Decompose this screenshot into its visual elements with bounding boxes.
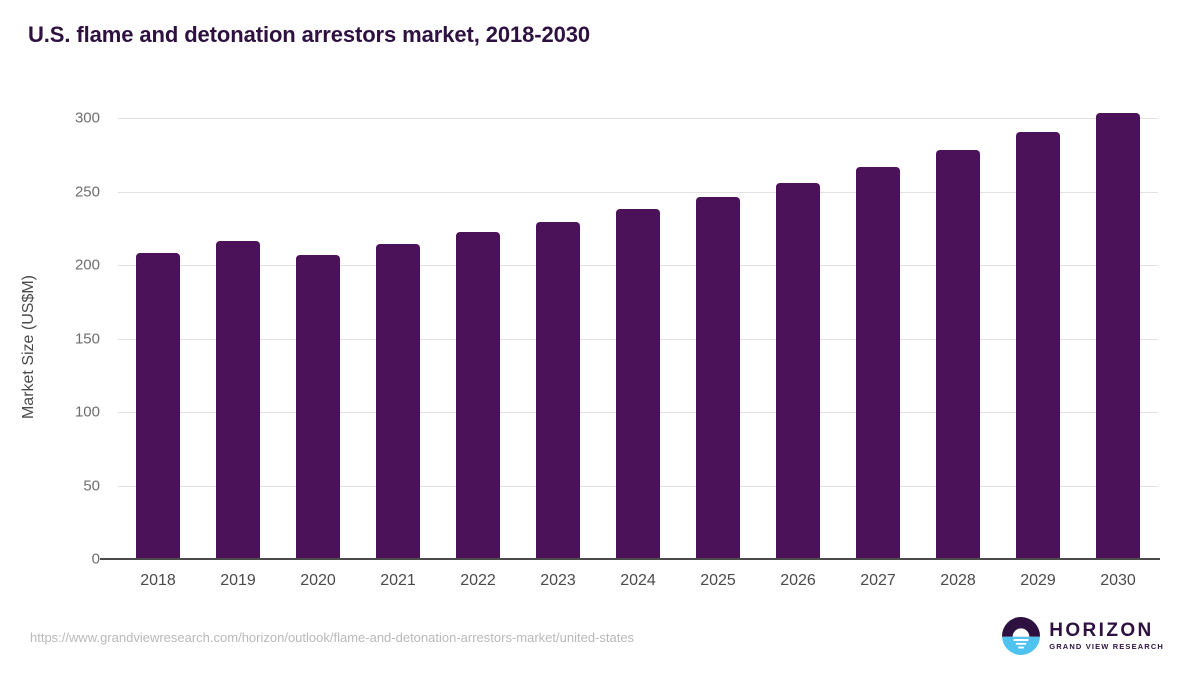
y-axis-title: Market Size (US$M) <box>20 274 37 420</box>
bar-2023[interactable] <box>535 221 581 559</box>
bar-2026[interactable] <box>775 182 821 559</box>
bar-series <box>118 112 1158 559</box>
logo-name: HORIZON <box>1049 620 1154 642</box>
x-tick-label-2028: 2028 <box>940 572 976 589</box>
bar-2030[interactable] <box>1095 112 1141 559</box>
x-tick-label-2020: 2020 <box>300 572 336 589</box>
y-tick-label: 300 <box>74 109 100 127</box>
y-tick-label: 200 <box>74 256 100 274</box>
x-tick-label-2022: 2022 <box>460 572 496 589</box>
logo-tagline: GRAND VIEW RESEARCH <box>1049 642 1164 652</box>
x-tick-label-2023: 2023 <box>540 572 576 589</box>
bar-2021[interactable] <box>375 243 421 559</box>
source-url[interactable]: https://www.grandviewresearch.com/horizo… <box>30 630 635 645</box>
bar-2028[interactable] <box>935 150 981 559</box>
x-tick-label-2024: 2024 <box>620 572 656 589</box>
gridline <box>118 191 1158 193</box>
bar-2024[interactable] <box>615 209 661 559</box>
x-tick-label-2027: 2027 <box>860 572 896 589</box>
y-axis-ticks: 0 50 100 150 200 250 300 <box>30 0 100 675</box>
y-tick-label: 150 <box>74 330 100 347</box>
y-tick-label: 250 <box>74 183 100 200</box>
x-tick-label-2025: 2025 <box>700 572 736 589</box>
y-tick-label: 50 <box>83 477 100 494</box>
bar-2020[interactable] <box>295 254 341 559</box>
gridline <box>118 118 1158 119</box>
y-tick-label: 0 <box>91 550 100 568</box>
horizon-logo[interactable]: HORIZON GRAND VIEW RESEARCH <box>1002 617 1164 655</box>
y-tick-label: 100 <box>74 403 100 421</box>
x-tick-label-2021: 2021 <box>380 572 416 589</box>
bar-2025[interactable] <box>695 196 741 559</box>
x-tick-label-2019: 2019 <box>220 572 256 589</box>
page-title: U.S. flame and detonation arrestors mark… <box>28 22 591 47</box>
x-tick-label-2029: 2029 <box>1020 572 1056 589</box>
horizon-sunrise-circle-icon <box>1002 617 1041 655</box>
x-tick-label-2018: 2018 <box>140 572 176 589</box>
bar-2019[interactable] <box>215 241 261 559</box>
bar-2027[interactable] <box>855 166 901 559</box>
logo-text-block: HORIZON GRAND VIEW RESEARCH <box>1049 621 1164 651</box>
x-tick-label-2030: 2030 <box>1100 572 1136 589</box>
bar-2018[interactable] <box>135 252 181 559</box>
x-tick-label-2026: 2026 <box>780 572 816 589</box>
x-axis-line <box>100 558 1160 560</box>
bar-2029[interactable] <box>1015 131 1061 559</box>
bar-2022[interactable] <box>455 231 501 559</box>
